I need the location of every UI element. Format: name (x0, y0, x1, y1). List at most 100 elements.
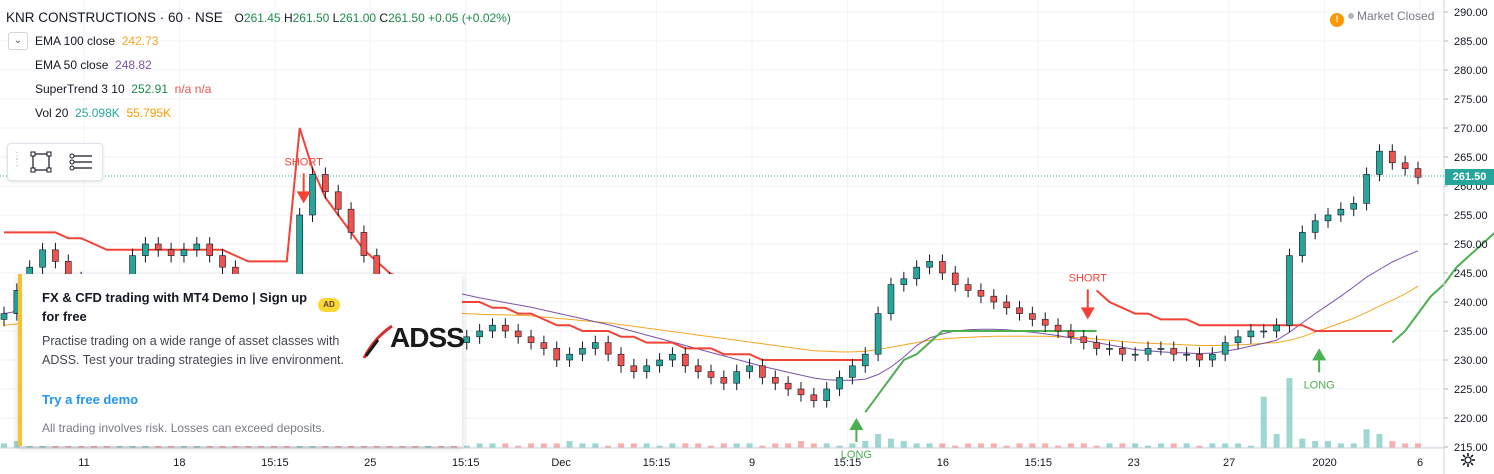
study-label: Vol 20 (35, 106, 69, 120)
time-tick-label: 9 (749, 457, 755, 469)
candle-body (771, 377, 779, 384)
advertisement[interactable]: FX & CFD trading with MT4 Demo | Sign up… (18, 274, 465, 446)
volume-bar (1093, 445, 1100, 448)
drag-handle-icon[interactable]: ⋮ ⋮ (12, 151, 22, 168)
time-axis[interactable]: 11 18 15:15 25 15:15 Dec 15:15 9 15:15 16 15:15 23 2… (0, 447, 1444, 469)
volume-bar (1029, 443, 1036, 448)
candle-body (1209, 353, 1216, 361)
volume-bar (1209, 443, 1216, 448)
volume-bar (939, 443, 946, 448)
signal-markers: SHORT LONG SHORT LONG (284, 156, 1334, 461)
candle-body (951, 272, 959, 285)
volume-bar (977, 443, 984, 448)
volume-bar (746, 443, 753, 448)
volume-bar (579, 443, 586, 448)
price-tick-label: 225.00 (1454, 384, 1488, 396)
drawing-toolbox[interactable]: ⋮ ⋮ (7, 143, 103, 181)
candle-body (1247, 330, 1255, 338)
candle-body (669, 353, 676, 361)
price-tick-label: 255.00 (1454, 210, 1488, 222)
candle-body (694, 365, 702, 372)
candle-body (1273, 324, 1280, 332)
candle-body (592, 342, 599, 349)
candle-body (142, 243, 149, 256)
ad-cta-link[interactable]: Try a free demo (42, 392, 139, 407)
candle-body (887, 284, 895, 314)
candle-body (1221, 342, 1229, 355)
volume-bar (772, 443, 779, 448)
volume-bar (785, 443, 792, 448)
volume-bar (1132, 443, 1139, 448)
ad-title[interactable]: FX & CFD trading with MT4 Demo | Sign up… (42, 290, 308, 324)
candle-body (489, 324, 496, 332)
candle-body (1337, 208, 1345, 216)
time-tick-label: 15:15 (834, 457, 862, 469)
candle-body (579, 348, 586, 355)
candle-body (720, 377, 728, 384)
time-tick-label: Dec (551, 457, 571, 469)
study-extra: n/a n/a (174, 82, 212, 96)
volume-bar (39, 445, 46, 448)
candle-body (52, 249, 59, 262)
volume-bar (103, 445, 110, 448)
volume-bar (1299, 438, 1306, 448)
gear-icon[interactable] (1460, 452, 1476, 468)
symbol-title[interactable]: KNR CONSTRUCTIONS · 60 · NSE (6, 10, 223, 25)
candle-body (167, 249, 175, 256)
supertrend-segment (864, 330, 1097, 413)
volume-bar (682, 443, 689, 448)
study-label: EMA 50 close (35, 58, 109, 72)
short-signal-label: SHORT (284, 156, 323, 168)
price-tick-label: 245.00 (1454, 268, 1488, 280)
time-tick-label: 15:15 (452, 457, 480, 469)
market-status[interactable]: ! Market Closed (1330, 9, 1434, 27)
candle-body (347, 208, 355, 233)
candle-body (990, 295, 998, 303)
candle-body (1041, 319, 1049, 326)
volume-bar (1260, 396, 1267, 448)
time-tick-label: 25 (364, 457, 376, 469)
volume-bar (1389, 441, 1396, 448)
candle-body (322, 174, 329, 193)
volume-bar (1042, 443, 1049, 448)
volume-bar (708, 445, 714, 448)
volume-bar (1, 443, 7, 448)
collapse-legend-button[interactable]: ⌄ (8, 32, 28, 50)
study-volume[interactable]: Vol 20 25.098K 55.795K (35, 106, 171, 120)
study-ema100[interactable]: EMA 100 close 242.73 (35, 34, 158, 48)
candle-body (977, 290, 985, 297)
candle-body (810, 394, 818, 401)
study-supertrend[interactable]: SuperTrend 3 10 252.91 n/a n/a (35, 82, 211, 96)
ad-disclaimer: All trading involves risk. Losses can ex… (42, 421, 325, 435)
candle-body (1260, 330, 1268, 333)
candle-body (617, 353, 625, 367)
candle-body (964, 284, 972, 291)
candle-body (540, 342, 548, 349)
price-axis[interactable]: 215.00 220.00 225.00 230.00 235.00 240.00 245.… (1443, 0, 1488, 474)
price-tick-label: 215.00 (1454, 442, 1488, 454)
study-label: EMA 100 close (35, 34, 116, 48)
volume-bar (733, 443, 740, 448)
candle-body (1363, 174, 1370, 204)
price-tick-label: 290.00 (1454, 7, 1488, 19)
candle-body (1029, 313, 1036, 320)
price-tick-label: 235.00 (1454, 326, 1488, 338)
rectangle-tool-icon[interactable] (30, 151, 52, 173)
volume-bar (810, 443, 817, 448)
price-tick-label: 275.00 (1454, 94, 1488, 106)
candle-body (1131, 353, 1139, 356)
volume-bar (1067, 443, 1074, 448)
volume-bar (952, 445, 959, 448)
study-ema50[interactable]: EMA 50 close 248.82 (35, 58, 152, 72)
time-tick-label: 23 (1128, 457, 1140, 469)
candle-body (784, 382, 792, 390)
candle-body (913, 266, 920, 280)
ad-logo-text: ADSS (390, 322, 465, 353)
candle-body (1119, 348, 1126, 355)
volume-bar (1003, 445, 1010, 448)
volume-bar (1145, 445, 1152, 448)
candle-body (154, 243, 162, 251)
volume-bar (1415, 443, 1421, 448)
settings-lines-icon[interactable] (68, 151, 94, 173)
volume-bar (1235, 443, 1242, 448)
